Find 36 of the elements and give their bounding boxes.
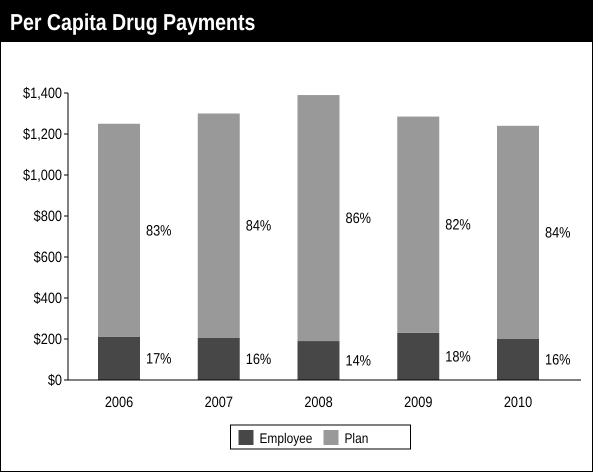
chart-title: Per Capita Drug Payments xyxy=(10,10,256,36)
legend-label: Plan xyxy=(344,430,368,446)
y-tick-label: $200 xyxy=(34,330,62,348)
y-tick-label: $1,200 xyxy=(23,124,62,142)
y-tick-label: $800 xyxy=(34,206,62,224)
bar xyxy=(397,332,440,380)
y-tick-label: $1,400 xyxy=(23,84,62,102)
bar xyxy=(497,126,539,339)
bar xyxy=(198,114,240,338)
bar xyxy=(298,341,340,380)
bar xyxy=(98,336,140,380)
annotation: 16% xyxy=(246,350,272,368)
bar xyxy=(497,339,539,380)
x-tick-label: 2006 xyxy=(104,392,134,410)
annotation: 82% xyxy=(445,216,471,233)
x-tick-label: 2010 xyxy=(504,392,532,410)
bar xyxy=(298,95,340,342)
annotation: 18% xyxy=(445,347,471,365)
annotation: 83% xyxy=(146,221,172,239)
legend-label: Employee xyxy=(260,430,312,446)
bar xyxy=(198,338,240,380)
annotation: 84% xyxy=(545,223,570,241)
y-tick-label: $600 xyxy=(34,248,62,266)
y-tick-label: $0 xyxy=(48,370,62,388)
x-tick-label: 2008 xyxy=(304,392,333,410)
annotation: 17% xyxy=(146,349,172,367)
y-tick-label: $1,000 xyxy=(23,166,62,184)
bar xyxy=(98,124,140,337)
x-tick-label: 2009 xyxy=(404,392,433,410)
bar xyxy=(397,116,440,333)
annotation: 16% xyxy=(545,350,570,368)
x-tick-label: 2007 xyxy=(204,392,234,410)
y-tick-label: $400 xyxy=(34,288,62,306)
annotation: 84% xyxy=(246,216,272,234)
annotation: 86% xyxy=(346,209,371,226)
annotation: 14% xyxy=(346,352,371,369)
